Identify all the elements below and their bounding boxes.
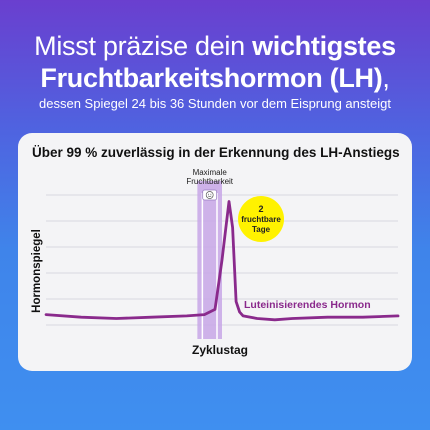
- y-axis-label: Hormonspiegel: [31, 229, 43, 313]
- fertility-label-line-1: Maximale: [193, 168, 228, 177]
- lh-chart: Maximale Fruchtbarkeit 2 fruchtbare Tage…: [31, 168, 400, 357]
- headline-bold-2: Fruchtbarkeitshormon (LH): [40, 63, 383, 93]
- fertility-label-line-2: Fruchtbarkeit: [186, 177, 233, 186]
- headline-line-1: Misst präzise dein wichtigstes: [34, 31, 396, 61]
- chart-card: Über 99 % zuverlässig in der Erkennung d…: [18, 133, 412, 371]
- headline-bold-1: wichtigstes: [252, 31, 396, 61]
- headline: Misst präzise dein wichtigstes Fruchtbar…: [0, 30, 430, 94]
- fertile-days-badge: 2 fruchtbare Tage: [238, 196, 285, 242]
- badge-line-1: 2: [259, 204, 264, 214]
- series-line-lh: [44, 200, 400, 322]
- series-label-lh: Luteinisierendes Hormon: [244, 299, 371, 311]
- badge-line-2: fruchtbare: [241, 215, 281, 224]
- x-axis-label: Zyklustag: [192, 343, 248, 357]
- badge-line-3: Tage: [252, 225, 271, 234]
- smiley-icon: [202, 189, 218, 201]
- chart-title: Über 99 % zuverlässig in der Erkennung d…: [32, 145, 400, 160]
- headline-line-2: Fruchtbarkeitshormon (LH),: [40, 63, 390, 93]
- subline: dessen Spiegel 24 bis 36 Stunden vor dem…: [39, 96, 391, 111]
